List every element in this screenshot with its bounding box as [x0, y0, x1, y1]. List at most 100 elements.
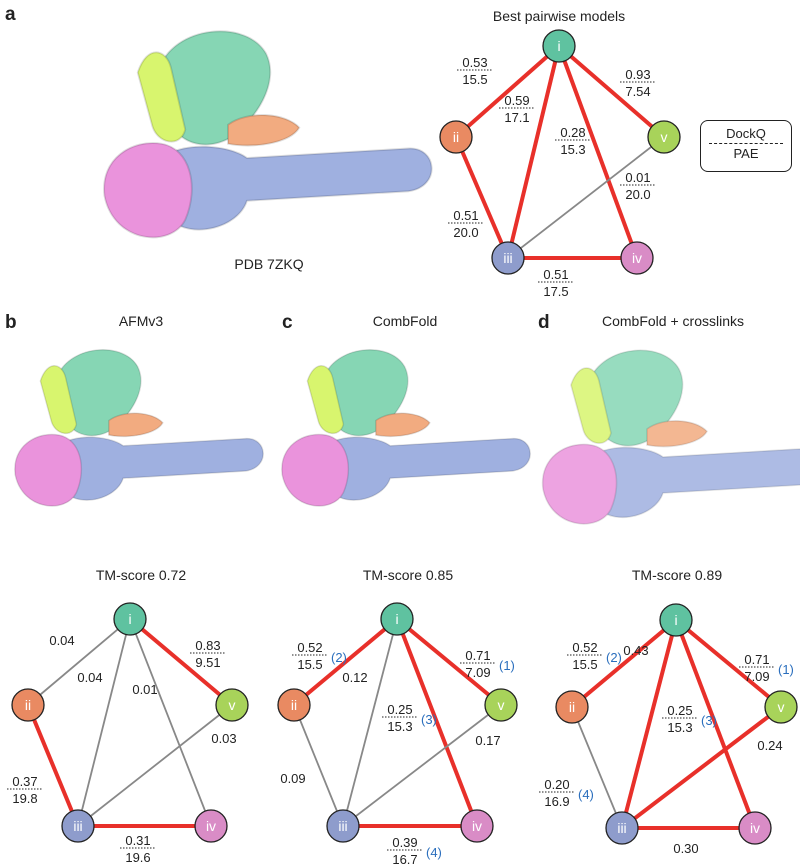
legend-divider [709, 143, 783, 144]
chain-ii [108, 412, 164, 438]
edge-i-iii [620, 619, 678, 829]
node-label-v: v [498, 697, 505, 713]
edge-i-iv [557, 45, 639, 259]
pae-label-iii-v: 20.0 [625, 187, 650, 202]
node-ii [439, 120, 473, 154]
rank-label-iii-iv: (4) [426, 845, 442, 860]
edge-i-iii [342, 618, 398, 827]
edge-i-iii [77, 618, 131, 827]
edge-ii-iii [571, 706, 623, 829]
node-iii [605, 811, 639, 845]
edge-i-ii [27, 618, 131, 706]
dockq-label-iii-iv: 0.30 [673, 841, 698, 856]
node-label-i: i [557, 38, 560, 54]
edge-iii-v [77, 704, 233, 827]
edge-ii-iii [454, 136, 510, 259]
chain-v [39, 364, 78, 434]
edge-i-ii [454, 44, 561, 139]
panel-d-title: CombFold + crosslinks [602, 313, 744, 329]
node-iv [738, 811, 772, 845]
panel-label-d: d [538, 312, 550, 333]
node-ii [277, 688, 311, 722]
chain-i [590, 349, 684, 447]
dockq-label-ii-iii: 0.51 [453, 208, 478, 223]
node-label-iv: iv [632, 250, 642, 266]
node-iii [326, 809, 360, 843]
panel-b-tm-score: TM-score 0.72 [95, 567, 187, 583]
pae-label-ii-iii: 20.0 [453, 225, 478, 240]
node-label-iv: iv [206, 818, 216, 834]
node-label-iii: iii [503, 250, 512, 266]
structure-combfold [281, 349, 531, 507]
pae-label-i-iv: 15.3 [387, 719, 412, 734]
edge-i-iv [395, 618, 479, 827]
panel-label-c: c [282, 312, 293, 333]
edge-i-ii [570, 618, 678, 709]
node-label-ii: ii [25, 697, 31, 713]
structure-afmv3 [14, 349, 264, 507]
rank-label-i-ii: (2) [606, 650, 622, 665]
chain-ii [646, 420, 708, 448]
chain-iii [50, 436, 264, 501]
graph-panel-a: 0.53 15.5 0.59 17.1 0.28 15.3 0.93 7.54 0.51 20.0… [439, 29, 681, 299]
dockq-label-iii-v: 0.17 [475, 733, 500, 748]
panel-c-title: CombFold [372, 313, 438, 329]
pae-label-i-iii: 17.1 [504, 110, 529, 125]
chain-i [324, 349, 409, 437]
dockq-label-i-iii: 0.59 [504, 93, 529, 108]
pae-label-i-ii: 15.5 [462, 72, 487, 87]
chain-ii [227, 114, 301, 147]
edge-iii-v [507, 136, 665, 259]
chain-iv [541, 443, 618, 525]
node-v [215, 688, 249, 722]
node-iv [620, 241, 654, 275]
structure-combfold-crosslinks [541, 349, 800, 525]
pae-label-i-v: 7.54 [625, 84, 650, 99]
node-label-ii: ii [569, 699, 575, 715]
graph-panel-d: 0.52 15.5 (2) 0.43 0.25 15.3 (3) 0.71 7.09 (1) 0.2… [539, 603, 798, 856]
pae-label-i-ii: 15.5 [297, 657, 322, 672]
panel-a-caption: PDB 7ZKQ [234, 256, 304, 272]
dockq-label-i-ii: 0.04 [49, 633, 74, 648]
legend-dockq: DockQ [726, 126, 766, 141]
node-label-iii: iii [617, 820, 626, 836]
panel-c-tm-score: TM-score 0.85 [362, 567, 454, 583]
dockq-label-i-iv: 0.28 [560, 125, 585, 140]
rank-label-i-v: (1) [778, 662, 794, 677]
dockq-label-iii-v: 0.24 [757, 738, 782, 753]
node-label-ii: ii [453, 129, 459, 145]
node-i [380, 602, 414, 636]
pae-label-ii-iii: 16.9 [544, 794, 569, 809]
chain-iv [281, 433, 350, 507]
node-label-i: i [395, 611, 398, 627]
dockq-label-ii-iii: 0.09 [280, 771, 305, 786]
dockq-label-iii-iv: 0.31 [125, 833, 150, 848]
node-label-i: i [128, 611, 131, 627]
dockq-label-i-iv: 0.01 [132, 682, 157, 697]
node-label-v: v [229, 697, 236, 713]
edge-i-iii [506, 45, 561, 259]
dockq-label-iii-iv: 0.51 [543, 267, 568, 282]
chain-iii [150, 145, 433, 231]
node-iii [491, 241, 525, 275]
dockq-label-iii-iv: 0.39 [392, 835, 417, 850]
pae-label-i-ii: 15.5 [572, 657, 597, 672]
edge-i-v [674, 618, 783, 709]
panel-b-title: AFMv3 [118, 313, 164, 329]
node-iv [460, 809, 494, 843]
dockq-label-i-v: 0.93 [625, 67, 650, 82]
dockq-label-i-ii: 0.52 [572, 640, 597, 655]
pae-label-i-iv: 15.3 [560, 142, 585, 157]
rank-label-ii-iii: (4) [578, 787, 594, 802]
legend-pae: PAE [733, 146, 759, 161]
pae-label-ii-iii: 19.8 [12, 791, 37, 806]
dockq-label-i-iv: 0.25 [387, 702, 412, 717]
edge-iii-v [620, 705, 783, 830]
node-i [113, 602, 147, 636]
dockq-label-ii-iii: 0.37 [12, 774, 37, 789]
rank-label-i-v: (1) [499, 658, 515, 673]
edge-i-v [557, 44, 666, 139]
node-ii [11, 688, 45, 722]
